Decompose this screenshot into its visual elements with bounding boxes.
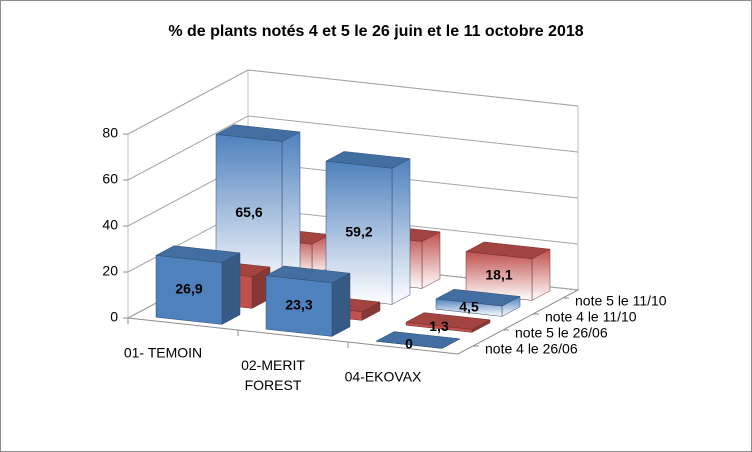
legend-label: note 4 le 11/10 [545,309,637,325]
bar-top [435,288,521,307]
data-label: 4,5 [459,298,479,314]
bar-side [221,252,241,325]
y-tick-label: 0 [110,309,118,325]
bar-top [215,124,301,142]
bar-top [265,265,351,284]
x-tick-label: 02-MERIT FOREST [241,357,305,393]
x-tick-label: 01- TEMOIN [124,345,202,361]
y-tick-label: 20 [102,263,118,279]
x-tick-label: 04-EKOVAX [345,369,422,385]
bar-side [391,158,411,305]
bar-side [421,231,441,289]
y-tick-label: 80 [102,125,118,141]
data-label: 59,2 [345,223,372,239]
legend-label: note 5 le 26/06 [515,325,608,341]
legend-label: note 4 le 26/06 [485,341,578,357]
bar-top [155,245,241,263]
bar-top [465,241,551,260]
bar-top [375,331,461,349]
data-label: 18,1 [485,267,512,283]
data-label: 1,3 [429,318,449,334]
grid-line [127,115,579,181]
bar-side [331,272,351,337]
data-label: 65,6 [235,204,262,220]
data-label: 23,3 [285,297,312,313]
chart-title: % de plants notés 4 et 5 le 26 juin et l… [168,23,583,40]
y-tick-label: 60 [102,171,118,187]
legend-label: note 5 le 11/10 [575,293,667,309]
data-label: 0 [405,336,413,352]
data-label: 26,9 [175,281,202,297]
grid-line [127,69,579,135]
y-tick-label: 40 [102,217,118,233]
bar-top [405,312,491,330]
bar-top [325,151,411,169]
